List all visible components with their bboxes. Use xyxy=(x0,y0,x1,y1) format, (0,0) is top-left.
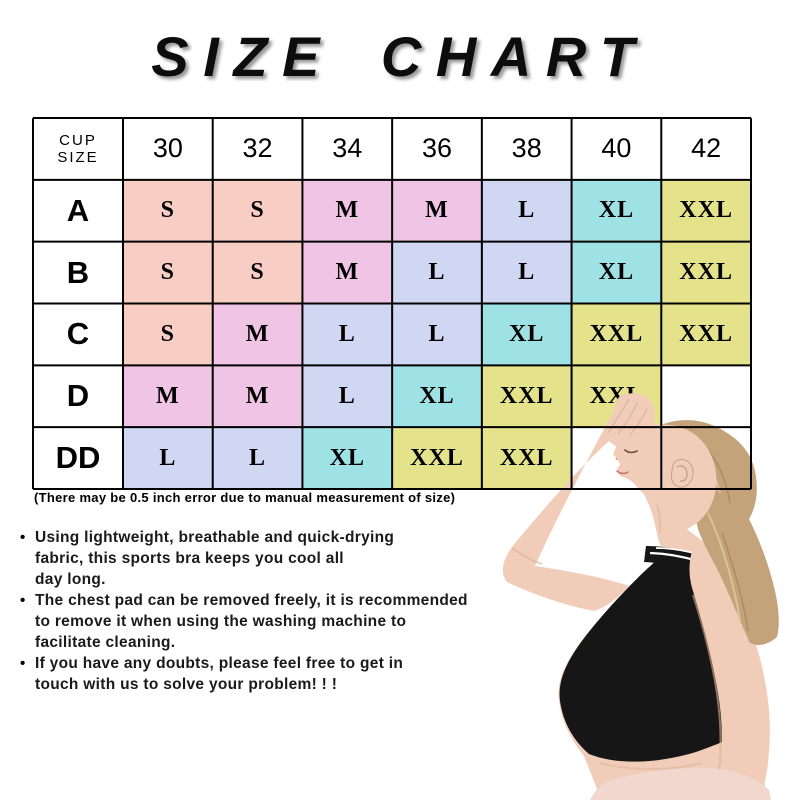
size-cell: S xyxy=(123,241,213,304)
cup-row-label: C xyxy=(33,303,123,366)
cup-row-label: B xyxy=(33,241,123,304)
band-size-header: 36 xyxy=(392,118,482,180)
size-cell: XXL xyxy=(661,303,751,366)
size-cell: M xyxy=(302,241,393,304)
size-cell: XL xyxy=(571,179,662,242)
product-description-list: • Using lightweight, breathable and quick… xyxy=(20,527,525,695)
corner-header-line: CUP xyxy=(59,131,97,149)
size-cell: L xyxy=(212,427,303,489)
size-cell: L xyxy=(123,427,213,489)
page-title: SIZE CHART xyxy=(151,25,649,88)
size-cell: XXL xyxy=(661,241,751,304)
band-size-header: 32 xyxy=(212,118,303,180)
size-cell: XXL xyxy=(481,427,572,489)
size-cell: L xyxy=(481,179,572,242)
corner-header-cup-size: CUP SIZE xyxy=(33,118,123,180)
size-cell: L xyxy=(392,241,482,304)
bullet-dot-icon: • xyxy=(20,655,26,672)
bullet-text: The chest pad can be removed freely, it … xyxy=(35,592,468,651)
size-cell: XL xyxy=(302,427,393,489)
bullet-dot-icon: • xyxy=(20,592,26,609)
size-cell: M xyxy=(123,365,213,428)
model-figure xyxy=(502,393,779,800)
band-size-header: 40 xyxy=(571,118,662,180)
bullet-text: Using lightweight, breathable and quick-… xyxy=(35,529,395,588)
description-bullet: • The chest pad can be removed freely, it… xyxy=(20,590,525,653)
size-cell: L xyxy=(302,365,393,428)
size-cell: L xyxy=(481,241,572,304)
cup-row-label: A xyxy=(33,179,123,242)
model-raised-arm xyxy=(502,393,656,611)
description-bullet: • If you have any doubts, please feel fre… xyxy=(20,653,525,695)
model-back-arm xyxy=(689,541,770,800)
sports-bra xyxy=(559,553,739,762)
size-cell: S xyxy=(123,179,213,242)
size-cell: L xyxy=(392,303,482,366)
size-cell: XXL xyxy=(571,303,662,366)
cup-row-label: DD xyxy=(33,427,123,489)
cup-row-label: D xyxy=(33,365,123,428)
model-face xyxy=(613,424,717,533)
size-cell: L xyxy=(302,303,393,366)
size-cell: M xyxy=(392,179,482,242)
bullet-dot-icon: • xyxy=(20,529,26,546)
leggings xyxy=(590,767,771,800)
size-cell: S xyxy=(123,303,213,366)
corner-header-line: SIZE xyxy=(57,148,99,166)
measurement-disclaimer: (There may be 0.5 inch error due to manu… xyxy=(34,490,456,505)
size-cell: XXL xyxy=(661,179,751,242)
band-size-header: 38 xyxy=(481,118,572,180)
size-cell: XXL xyxy=(481,365,572,428)
size-cell: M xyxy=(302,179,393,242)
model-photo xyxy=(502,393,779,800)
model-hair xyxy=(646,420,779,645)
size-cell: XXL xyxy=(392,427,482,489)
band-size-header: 30 xyxy=(123,118,213,180)
size-chart-table: CUP SIZE 30 32 34 36 38 40 42 A S S M M L XL XXL B S S M L L XL… xyxy=(33,118,751,489)
bra-strap xyxy=(644,546,768,609)
band-size-header: 34 xyxy=(302,118,393,180)
description-bullet: • Using lightweight, breathable and quick… xyxy=(20,527,525,590)
size-cell: XL xyxy=(571,241,662,304)
model-ear xyxy=(670,459,694,488)
band-size-header: 42 xyxy=(661,118,751,180)
size-cell: S xyxy=(212,241,303,304)
size-cell: M xyxy=(212,365,303,428)
bullet-text: If you have any doubts, please feel free… xyxy=(35,655,404,693)
size-cell: XL xyxy=(481,303,572,366)
size-cell: XL xyxy=(392,365,482,428)
size-cell: M xyxy=(212,303,303,366)
size-cell: S xyxy=(212,179,303,242)
